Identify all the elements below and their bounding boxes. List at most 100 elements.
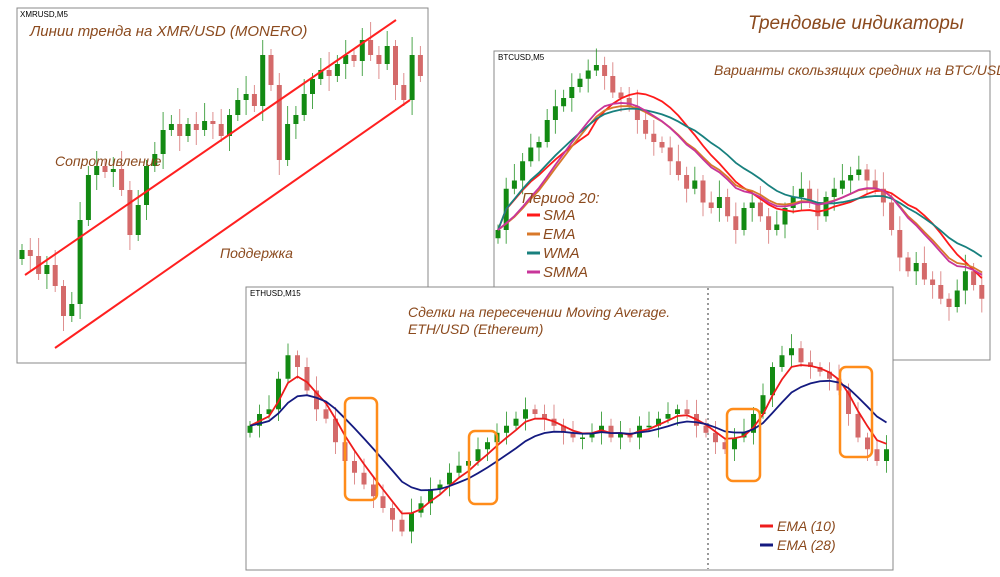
bear-candle [675,161,681,175]
btc-symbol: BTCUSD,M5 [498,53,545,62]
bear-candle [61,286,66,316]
bear-candle [979,285,985,299]
bear-candle [808,362,813,367]
bear-candle [218,124,224,136]
bear-candle [314,390,319,410]
crossover-box [343,396,379,502]
eth-subtitle: ETH/USD (Ethereum) [408,321,543,337]
bull-candle [774,224,780,230]
bear-candle [610,76,616,93]
bear-candle [393,46,398,85]
bull-candle [185,124,191,136]
bear-candle [905,257,911,272]
legend-label: SMA [543,207,576,224]
bear-candle [872,180,878,189]
bull-candle [243,94,249,100]
bear-candle [417,55,423,76]
bear-candle [361,472,367,485]
bear-candle [351,55,357,61]
bear-candle [27,250,33,256]
xmr-title: Линии тренда на XMR/USD (MONERO) [29,23,307,40]
xmr-panel: XMRUSD,M5 Линии тренда на XMR/USD (MONER… [16,7,429,364]
smma-line [497,102,983,276]
bull-candle [266,409,272,414]
bear-candle [570,432,576,438]
bear-candle [193,124,199,130]
eth-symbol: ETHUSD,M15 [250,289,301,298]
bull-candle [485,442,490,450]
bull-candle [675,409,680,414]
bear-candle [399,519,405,532]
bull-candle [94,166,100,175]
bull-candle [789,348,794,356]
bull-candle [618,432,623,438]
bear-candle [618,92,624,98]
bull-candle [359,40,365,61]
legend-label: EMA (10) [777,518,836,534]
bull-candle [418,503,424,513]
bull-candle [247,425,253,433]
bear-candle [376,55,382,64]
bull-candle [475,449,481,461]
bear-candle [371,484,376,497]
bear-candle [251,94,257,106]
bull-candle [384,46,390,64]
bear-candle [127,190,133,235]
bull-candle [544,120,550,142]
bull-candle [456,465,462,473]
bull-candle [44,265,50,274]
bull-candle [257,414,262,426]
bull-candle [334,64,340,76]
bull-candle [552,106,558,120]
legend-label: WMA [543,245,580,262]
eth-legend: EMA (10) EMA (28) [760,518,836,553]
bear-candle [757,202,763,217]
bull-candle [168,124,174,130]
crossover-box [838,365,874,459]
bear-candle [733,216,739,230]
bear-candle [864,169,870,181]
bear-candle [921,263,927,280]
bull-candle [227,115,232,136]
bear-candle [210,121,216,124]
bull-candle [160,130,166,154]
bear-candle [865,437,870,450]
bear-candle [817,367,823,372]
bear-candle [659,142,665,148]
resistance-line [24,19,397,276]
bull-candle [19,250,25,259]
bear-candle [119,169,125,190]
bear-candle [684,409,690,414]
bear-candle [626,98,632,107]
bear-candle [684,175,690,189]
crossover-boxes [343,365,874,506]
bull-candle [428,489,433,504]
ema10-line [249,364,887,515]
bull-candle [732,437,737,450]
bear-candle [815,202,821,217]
bear-candle [651,133,657,142]
bull-candle [152,154,158,166]
bear-candle [532,409,538,414]
bear-candle [855,414,861,438]
bull-candle [409,55,415,100]
support-line [54,99,411,349]
bull-candle [589,432,595,438]
bear-candle [333,418,338,443]
legend-label: EMA [543,226,576,243]
bull-candle [504,425,509,433]
eth-panel: ETHUSD,M15 Сделки на пересечении Moving … [245,286,894,571]
bull-candle [301,94,307,115]
bull-candle [913,263,919,272]
btc-legend-title: Период 20: [522,190,600,207]
bull-candle [839,180,845,189]
bear-candle [634,106,640,120]
bull-candle [437,484,443,490]
btc-legend: SMA EMA WMA SMMA [527,207,588,281]
bear-candle [295,355,300,367]
bull-candle [285,355,291,379]
bull-candle [848,175,854,181]
bear-candle [938,285,944,299]
bull-candle [523,409,528,419]
bull-candle [144,166,149,205]
